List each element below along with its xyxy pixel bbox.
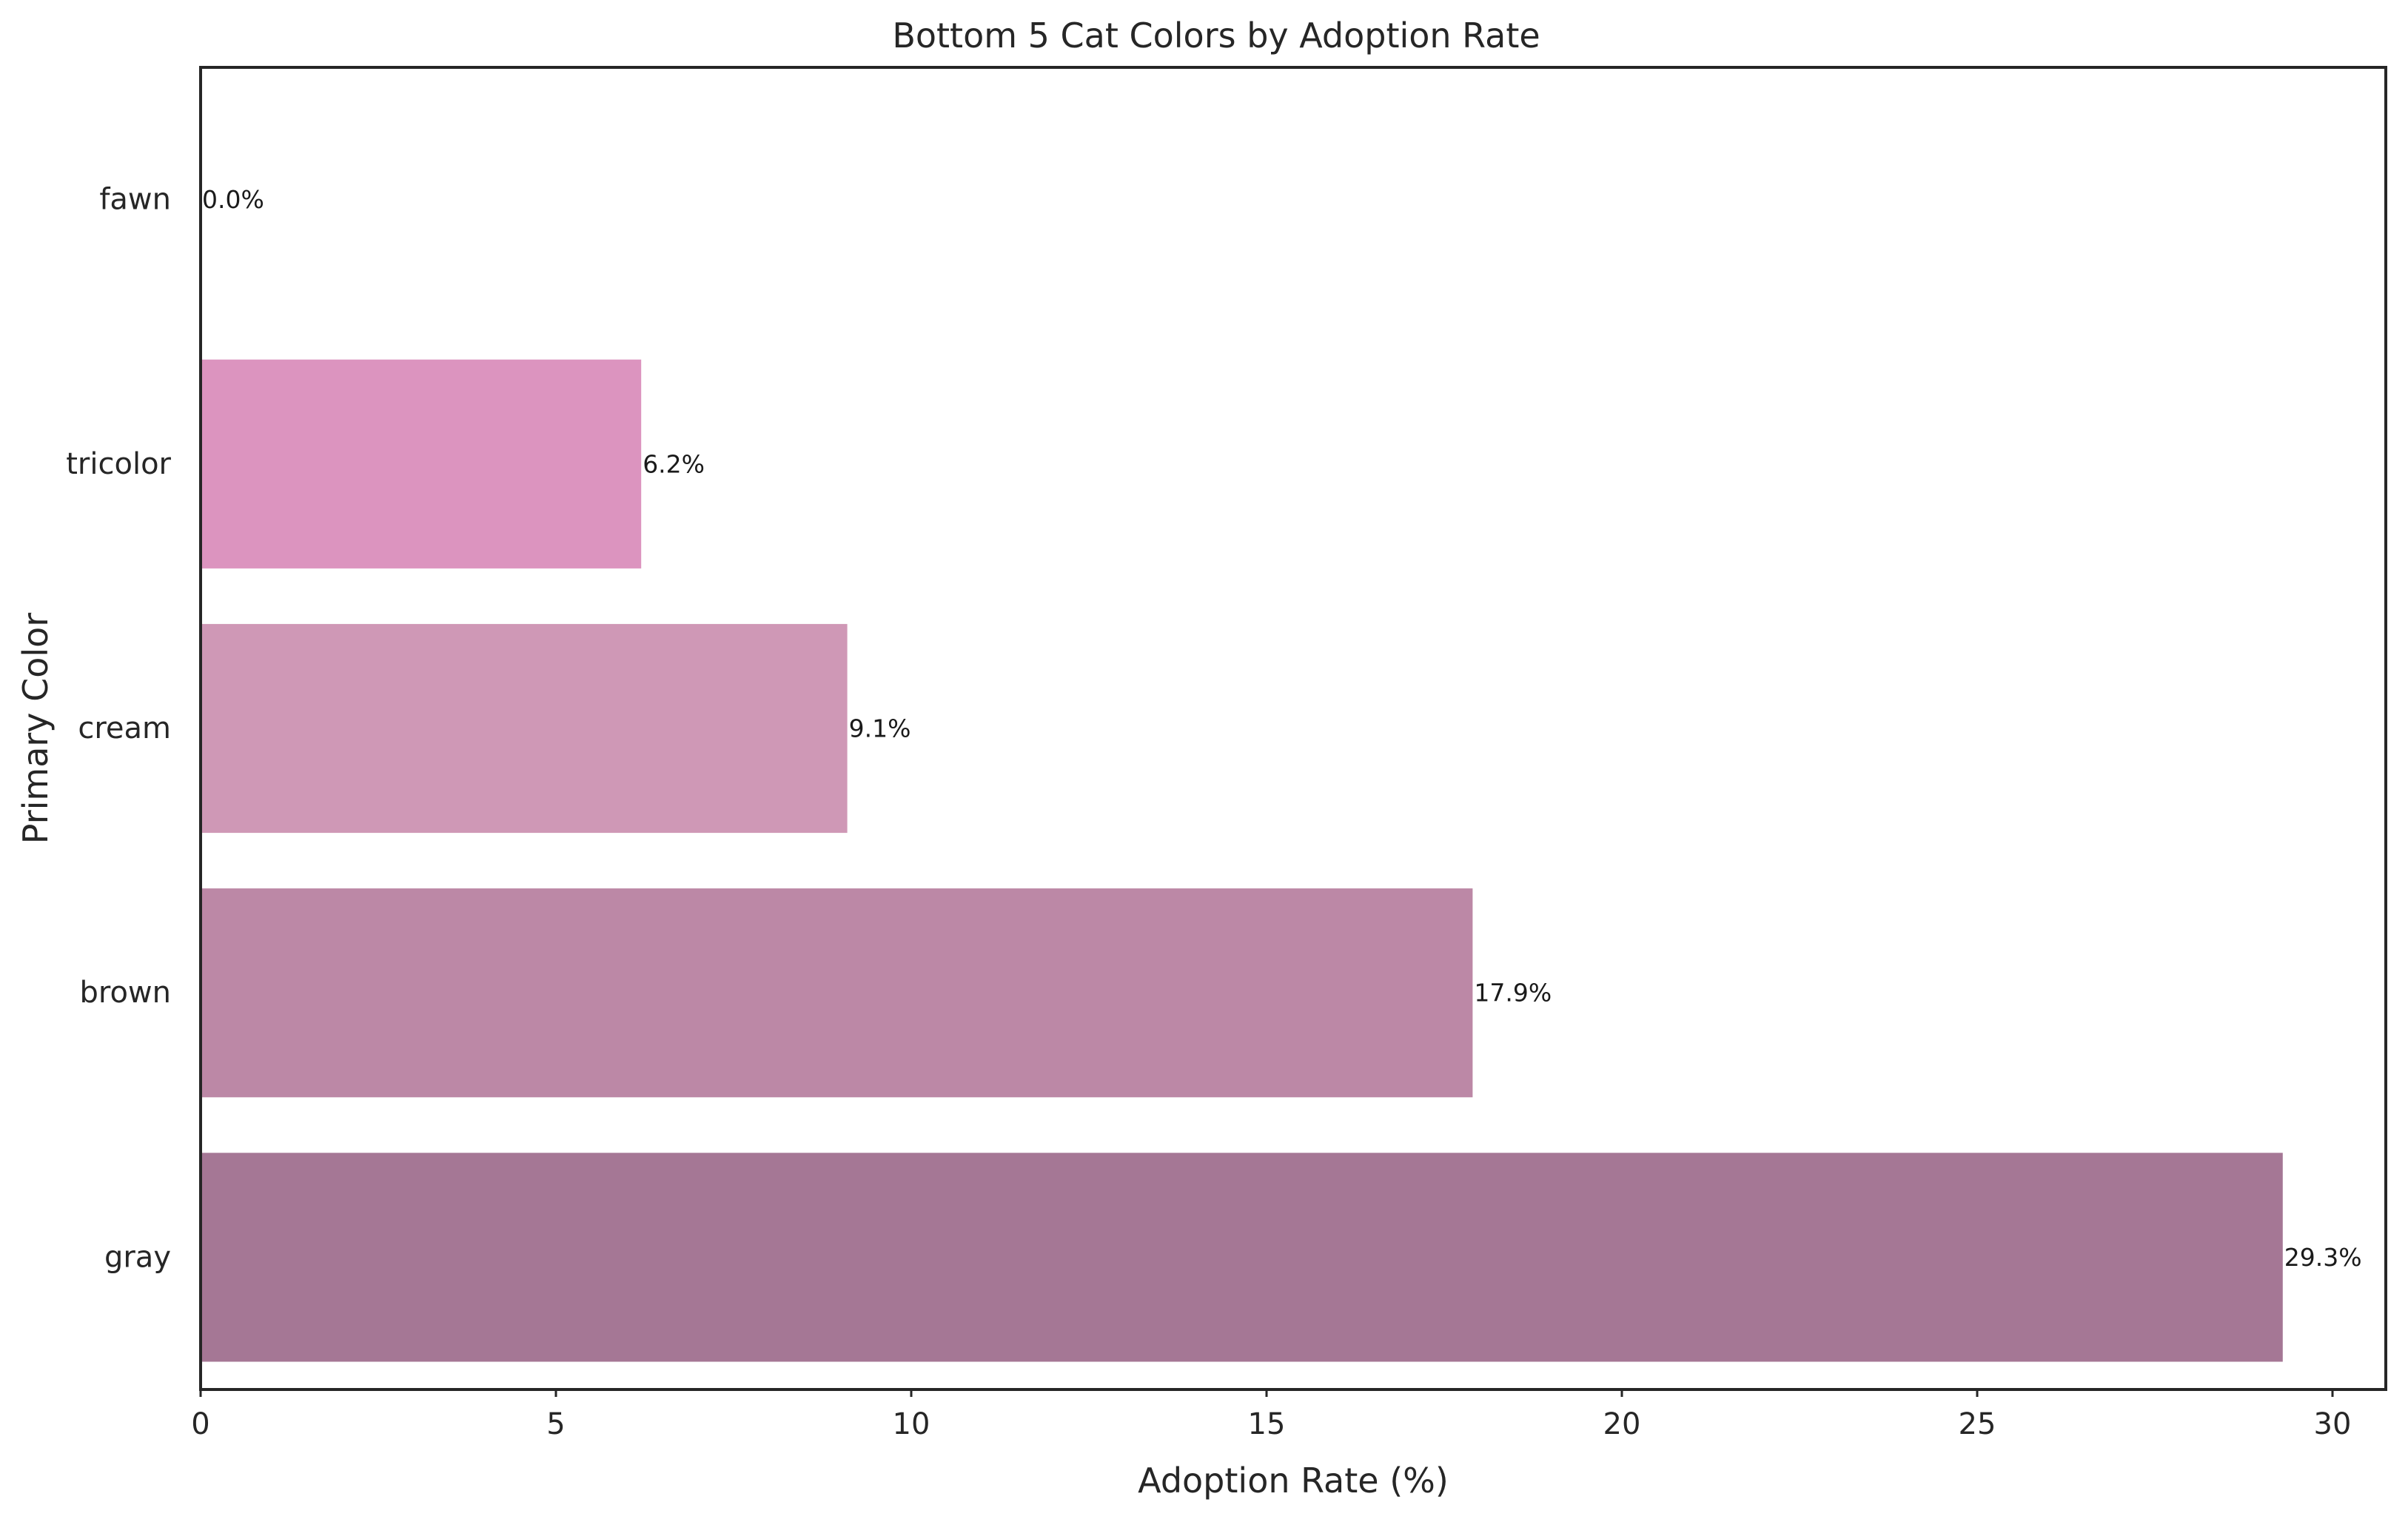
bar-value-label-fawn: 0.0%	[202, 185, 264, 214]
bar-brown	[201, 888, 1473, 1098]
x-axis-ticks: 0 5 10 15 20 25 30	[191, 1389, 2351, 1441]
bar-gray	[201, 1153, 2283, 1362]
bar-value-label-tricolor: 6.2%	[643, 449, 705, 478]
y-tick-label-brown: brown	[80, 976, 172, 1010]
x-tick-label: 25	[1959, 1407, 1996, 1441]
chart-title: Bottom 5 Cat Colors by Adoption Rate	[892, 16, 1540, 56]
x-tick-label: 5	[546, 1407, 565, 1441]
x-tick-label: 0	[191, 1407, 209, 1441]
y-axis-label: Primary Color	[16, 613, 56, 845]
bars-group: 0.0% 6.2% 9.1% 17.9% 29.3%	[201, 185, 2362, 1362]
y-tick-label-cream: cream	[78, 711, 171, 745]
x-tick-label: 30	[2314, 1407, 2352, 1441]
bar-value-label-gray: 29.3%	[2284, 1243, 2362, 1272]
bar-value-label-cream: 9.1%	[849, 714, 911, 743]
x-tick-label: 10	[893, 1407, 930, 1441]
y-tick-label-tricolor: tricolor	[66, 447, 171, 481]
bar-tricolor	[201, 359, 642, 569]
y-tick-label-fawn: fawn	[99, 183, 171, 217]
bar-cream	[201, 623, 848, 834]
bar-value-label-brown: 17.9%	[1474, 979, 1552, 1008]
x-axis-label: Adoption Rate (%)	[1138, 1461, 1449, 1501]
x-tick-label: 15	[1248, 1407, 1286, 1441]
plot-frame	[199, 66, 2387, 1391]
y-tick-labels: fawn tricolor cream brown gray	[66, 183, 171, 1275]
y-tick-label-gray: gray	[104, 1240, 171, 1274]
x-tick-label: 20	[1603, 1407, 1641, 1441]
